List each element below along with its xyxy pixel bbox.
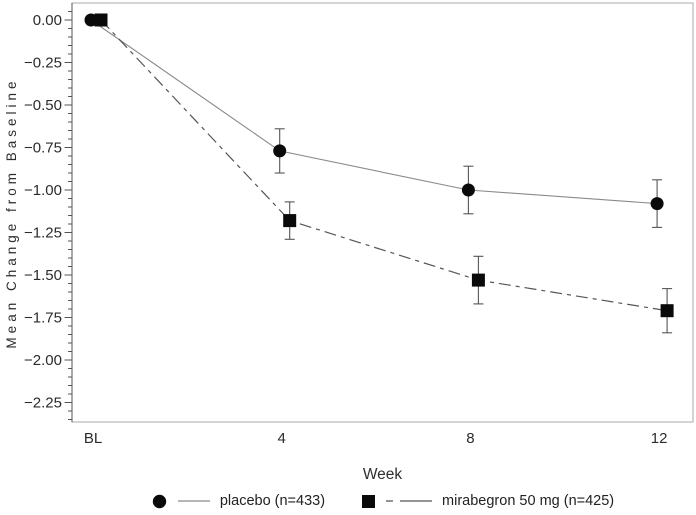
legend-label-mirabegron: mirabegron 50 mg (n=425): [442, 493, 615, 509]
y-tick-label: −1.00: [24, 182, 62, 199]
y-tick-label: −2.00: [24, 352, 62, 369]
y-axis-title: Mean Change from Baseline: [4, 77, 19, 349]
x-tick-label: 4: [278, 430, 286, 447]
y-tick-label: −1.75: [24, 310, 62, 327]
data-point-placebo-4: [273, 144, 287, 158]
circle-marker-icon: [152, 494, 167, 508]
plot-area: 0.00 −0.25 −0.50 −0.75 −1.00 −1.25 −1.50 −1.75 −…: [24, 2, 694, 447]
x-tick-label: 12: [651, 430, 668, 447]
legend-label-placebo: placebo (n=433): [219, 493, 326, 509]
dash-dot-line-sample-icon: [386, 500, 433, 502]
data-point-mirabegron-12: [660, 304, 674, 318]
y-tick-label: −0.25: [24, 55, 62, 72]
data-point-mirabegron-4: [283, 214, 297, 228]
data-point-placebo-BL: [84, 13, 98, 27]
y-tick-label: −1.50: [24, 267, 62, 284]
x-tick-label: BL: [84, 430, 102, 447]
x-axis-title: Week: [362, 466, 403, 483]
x-tick-label: 8: [466, 430, 474, 447]
solid-line-sample-icon: [177, 500, 210, 502]
y-tick-label: 0.00: [33, 12, 62, 29]
data-point-placebo-12: [650, 197, 664, 211]
square-marker-icon: [362, 494, 376, 508]
series-line-mirabegron: [100, 19, 668, 312]
series-line-placebo: [90, 19, 658, 205]
y-tick-label: −1.25: [24, 225, 62, 242]
legend-item-placebo: placebo (n=433): [151, 493, 325, 510]
legend: placebo (n=433) mirabegron 50 mg (n=425): [72, 490, 693, 512]
y-tick-label: −2.25: [24, 395, 62, 412]
y-tick-label: −0.50: [24, 97, 62, 114]
data-point-placebo-8: [461, 183, 475, 197]
data-point-mirabegron-8: [471, 273, 485, 287]
y-tick-label: −0.75: [24, 140, 62, 157]
legend-item-mirabegron: mirabegron 50 mg (n=425): [361, 493, 614, 509]
data-point-mirabegron-BL: [94, 13, 108, 27]
plot-frame: [71, 2, 694, 423]
